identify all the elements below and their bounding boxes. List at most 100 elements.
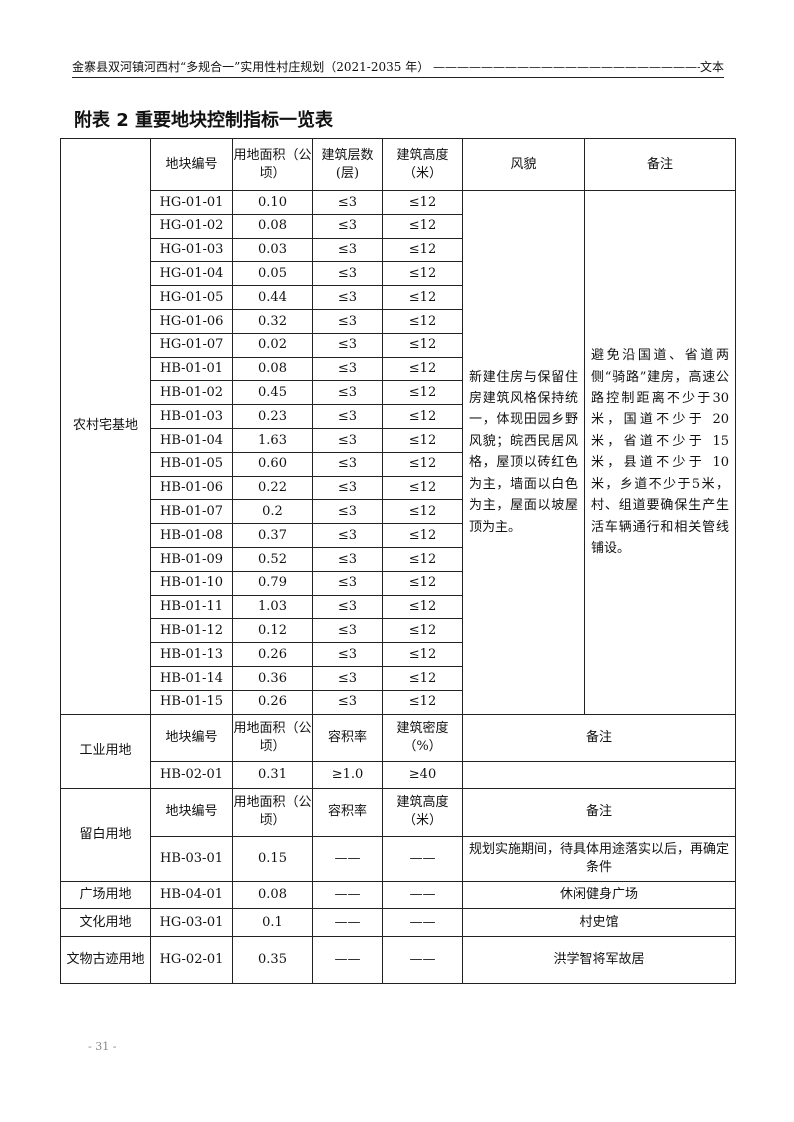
table-cell: —— bbox=[312, 935, 383, 984]
table-row: HB-01-02 0.45 ≤3 ≤12 bbox=[61, 380, 736, 406]
table-cell: ≤3 bbox=[312, 261, 383, 287]
table-cell: HB-01-14 bbox=[150, 665, 233, 691]
column-header: 地块编号 bbox=[150, 713, 233, 762]
table-row: HB-01-07 0.2 ≤3 ≤12 bbox=[61, 499, 736, 525]
table-cell: HG-01-01 bbox=[150, 190, 233, 215]
table-cell: 0.12 bbox=[232, 618, 313, 644]
column-header: 备注 bbox=[462, 713, 736, 762]
table-cell: HB-01-01 bbox=[150, 356, 233, 382]
table-cell: ≤12 bbox=[382, 523, 463, 548]
page-number: - 31 - bbox=[88, 1040, 117, 1053]
table-cell: HB-03-01 bbox=[150, 835, 233, 882]
table-cell: 0.52 bbox=[232, 546, 313, 572]
table-cell: ≤12 bbox=[382, 546, 463, 572]
table-row: HB-01-12 0.12 ≤3 ≤12 bbox=[61, 618, 736, 644]
table-cell: HG-01-04 bbox=[150, 261, 233, 287]
table-cell: ≤12 bbox=[382, 475, 463, 501]
table-cell: ≤12 bbox=[382, 404, 463, 429]
table-cell: ≤3 bbox=[312, 594, 383, 620]
table-cell: ≤3 bbox=[312, 190, 383, 215]
table-cell: —— bbox=[312, 880, 383, 910]
table-row: HG-01-07 0.02 ≤3 ≤12 bbox=[61, 332, 736, 358]
header-title: 金寨县双河镇河西村“多规合一”实用性村庄规划（2021-2035 年） bbox=[72, 60, 430, 74]
table-row: HG-01-01 0.10 ≤3 ≤12 新建住房与保留住房建筑风格保持统一，体现田园乡… bbox=[61, 190, 736, 715]
table-cell: HB-01-02 bbox=[150, 380, 233, 406]
table-cell: ≤12 bbox=[382, 190, 463, 215]
table-cell: ≤12 bbox=[382, 427, 463, 453]
table-cell: 0.32 bbox=[232, 308, 313, 334]
table-cell: 0.15 bbox=[232, 835, 313, 882]
table-cell: —— bbox=[312, 908, 383, 937]
table-cell: HB-01-12 bbox=[150, 618, 233, 644]
table-cell: ≤12 bbox=[382, 642, 463, 667]
table-cell: 休闲健身广场 bbox=[462, 880, 736, 910]
table-cell: ≤3 bbox=[312, 285, 383, 310]
table-cell: ≤3 bbox=[312, 308, 383, 334]
table-cell: ≤3 bbox=[312, 689, 383, 715]
table-cell: 0.26 bbox=[232, 689, 313, 715]
table-cell: HG-01-07 bbox=[150, 332, 233, 358]
table-cell: HB-01-13 bbox=[150, 642, 233, 667]
table-cell: 村史馆 bbox=[462, 908, 736, 937]
table-cell: 0.08 bbox=[232, 213, 313, 239]
table-cell: HB-02-01 bbox=[150, 760, 233, 789]
table-row: HB-01-01 0.08 ≤3 ≤12 bbox=[61, 356, 736, 382]
table-row: HB-01-13 0.26 ≤3 ≤12 bbox=[61, 642, 736, 667]
table-cell: HB-01-04 bbox=[150, 427, 233, 453]
column-header: 地块编号 bbox=[150, 138, 233, 191]
table-row: HB-02-01 0.31 ≥1.0 ≥40 bbox=[61, 760, 736, 789]
table-cell: 0.35 bbox=[232, 935, 313, 984]
table-row: HB-01-15 0.26 ≤3 ≤12 bbox=[61, 689, 736, 715]
table-cell: ≤3 bbox=[312, 546, 383, 572]
table-cell: 0.2 bbox=[232, 499, 313, 525]
column-header: 风貌 bbox=[462, 138, 585, 191]
page-title: 附表 2 重要地块控制指标一览表 bbox=[74, 110, 334, 131]
control-index-table: 农村宅基地 地块编号 用地面积（公顷） 建筑层数(层) 建筑高度（米） 风貌 备注 HG-01… bbox=[60, 138, 736, 984]
table-cell: ≤12 bbox=[382, 237, 463, 263]
table-cell: 1.63 bbox=[232, 427, 313, 453]
table-cell: 0.44 bbox=[232, 285, 313, 310]
table-cell: HG-03-01 bbox=[150, 908, 233, 937]
table-row: HB-03-01 0.15 —— —— 规划实施期间，待具体用途落实以后，再确定条件 bbox=[61, 835, 736, 882]
table-cell: HB-04-01 bbox=[150, 880, 233, 910]
table-row: HB-01-09 0.52 ≤3 ≤12 bbox=[61, 546, 736, 572]
column-header: 建筑密度（%） bbox=[382, 713, 463, 762]
column-header: 备注 bbox=[584, 138, 736, 191]
column-header: 容积率 bbox=[312, 713, 383, 762]
table-cell: HB-01-10 bbox=[150, 570, 233, 596]
table-row: 文物古迹用地 HG-02-01 0.35 —— —— 洪学智将军故居 bbox=[60, 935, 736, 984]
table-row: HB-01-11 1.03 ≤3 ≤12 bbox=[61, 594, 736, 620]
table-row: 广场用地 HB-04-01 0.08 —— —— 休闲健身广场 bbox=[60, 880, 736, 910]
table-cell: ≤12 bbox=[382, 332, 463, 358]
table-cell: ≤3 bbox=[312, 332, 383, 358]
table-cell: —— bbox=[382, 880, 463, 910]
table-row: HG-01-06 0.32 ≤3 ≤12 bbox=[61, 308, 736, 334]
table-cell: ≤3 bbox=[312, 356, 383, 382]
table-cell: ≤12 bbox=[382, 356, 463, 382]
table-cell: ≤3 bbox=[312, 570, 383, 596]
table-cell: ≥40 bbox=[382, 760, 463, 789]
table-cell: —— bbox=[312, 835, 383, 882]
table-cell: ≤12 bbox=[382, 213, 463, 239]
category-cell: 广场用地 bbox=[60, 880, 151, 910]
table-cell: ≤3 bbox=[312, 404, 383, 429]
note-cell: 避免沿国道、省道两侧“骑路”建房，高速公路控制距离不少于30米，国道不少于 20… bbox=[584, 190, 736, 715]
category-cell: 农村宅基地 bbox=[60, 138, 151, 715]
table-cell: ≤12 bbox=[382, 618, 463, 644]
table-cell bbox=[462, 760, 736, 789]
table-cell: 0.22 bbox=[232, 475, 313, 501]
table-cell: ≤3 bbox=[312, 213, 383, 239]
table-cell: 0.45 bbox=[232, 380, 313, 406]
table-row: HG-01-04 0.05 ≤3 ≤12 bbox=[61, 261, 736, 287]
table-cell: ≤12 bbox=[382, 261, 463, 287]
table-cell: 0.10 bbox=[232, 190, 313, 215]
table-cell: 0.79 bbox=[232, 570, 313, 596]
table-cell: HB-01-06 bbox=[150, 475, 233, 501]
table-row: 文化用地 HG-03-01 0.1 —— —— 村史馆 bbox=[60, 908, 736, 937]
table-cell: 规划实施期间，待具体用途落实以后，再确定条件 bbox=[462, 835, 736, 882]
style-cell: 新建住房与保留住房建筑风格保持统一，体现田园乡野风貌；皖西民居风格，屋顶以砖红色… bbox=[462, 190, 585, 715]
category-cell: 工业用地 bbox=[60, 713, 151, 789]
header-section: 文本 bbox=[699, 58, 724, 75]
column-header: 备注 bbox=[462, 787, 736, 837]
